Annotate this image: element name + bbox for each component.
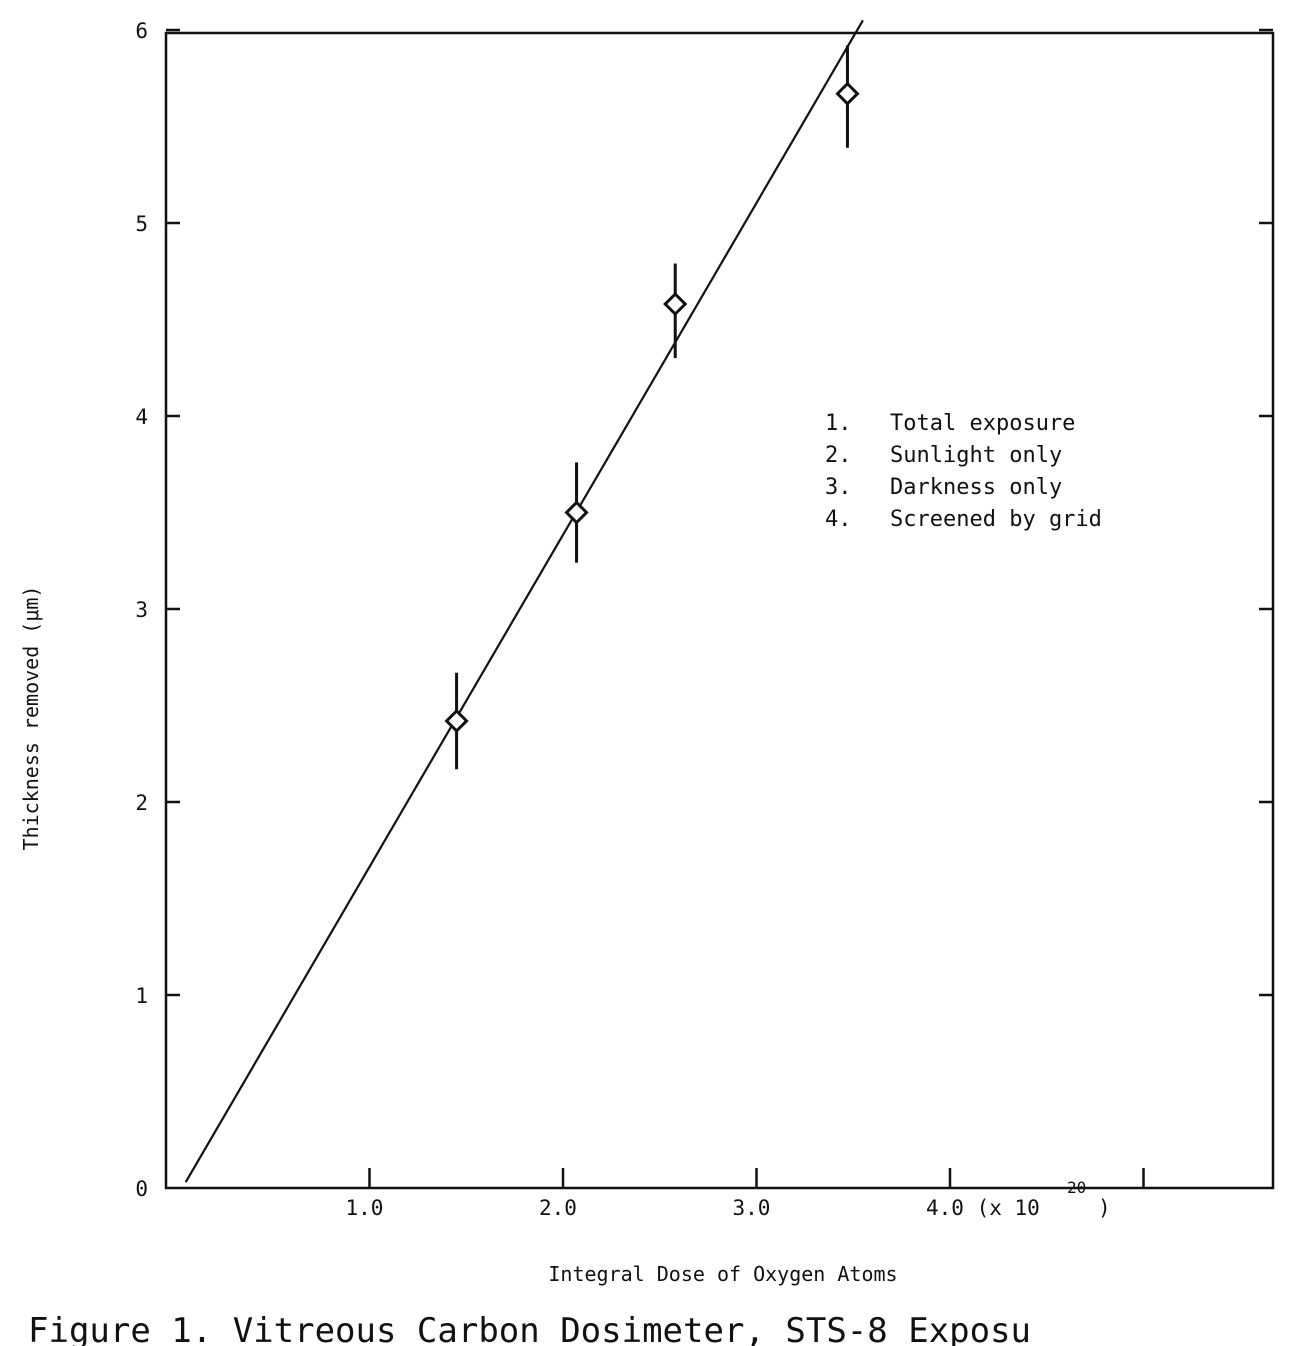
legend-label-3: Darkness only <box>890 475 1062 500</box>
x-multiplier-close: ) <box>1098 1196 1111 1220</box>
x-tick-label-2: 3.0 <box>733 1196 771 1220</box>
y-tick-label-1: 1 <box>135 984 148 1008</box>
legend-num-1: 1. <box>825 411 852 436</box>
legend: 1. Total exposure 2. Sunlight only 3. Da… <box>825 411 1102 532</box>
legend-num-2: 2. <box>825 443 852 468</box>
fit-line-group <box>184 19 864 1183</box>
legend-label-1: Total exposure <box>890 411 1075 436</box>
plot-frame <box>164 31 1275 1190</box>
x-multiplier-exponent: 20 <box>1067 1178 1086 1197</box>
y-tick-label-0: 0 <box>135 1177 148 1201</box>
data-point-0 <box>444 708 469 734</box>
data-points <box>444 45 860 770</box>
y-axis-ticks: 0 1 2 3 4 5 6 <box>135 19 1273 1201</box>
y-tick-label-5: 5 <box>135 212 148 236</box>
y-tick-label-6: 6 <box>135 19 148 43</box>
legend-label-4: Screened by grid <box>890 507 1102 532</box>
data-point-3 <box>835 81 860 106</box>
y-tick-label-2: 2 <box>135 791 148 815</box>
x-tick-label-1: 2.0 <box>539 1196 577 1220</box>
y-tick-label-3: 3 <box>135 598 148 622</box>
y-tick-label-4: 4 <box>135 405 148 429</box>
x-tick-label-0: 1.0 <box>346 1196 384 1220</box>
data-point-1 <box>564 500 589 525</box>
x-axis-label: Integral Dose of Oxygen Atoms <box>548 1262 897 1286</box>
fit-line <box>184 19 864 1183</box>
legend-num-4: 4. <box>825 507 852 532</box>
figure-caption: Figure 1. Vitreous Carbon Dosimeter, STS… <box>28 1311 1031 1346</box>
x-tick-label-3: 4.0 (x 10 <box>926 1196 1040 1220</box>
legend-num-3: 3. <box>825 475 852 500</box>
legend-label-2: Sunlight only <box>890 443 1062 468</box>
x-axis-ticks: 1.0 2.0 3.0 4.0 (x 10 <box>346 1168 1145 1220</box>
data-point-2 <box>663 291 688 317</box>
y-axis-label: Thickness removed (μm) <box>19 586 43 851</box>
